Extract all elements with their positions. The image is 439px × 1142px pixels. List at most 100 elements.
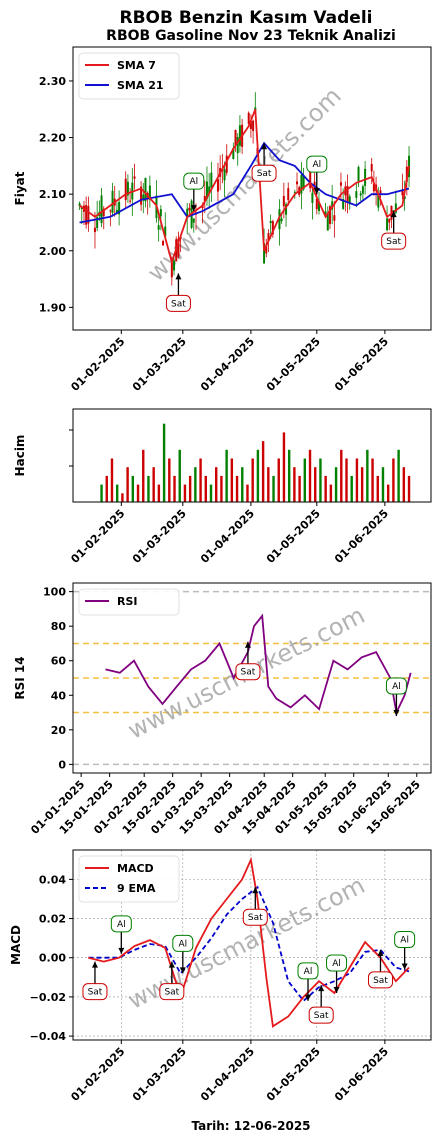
candle-body bbox=[225, 155, 228, 173]
ema9-line bbox=[88, 885, 410, 1003]
volume-bar bbox=[215, 467, 218, 502]
signal-box bbox=[242, 908, 268, 926]
y-tick-label: 1.90 bbox=[39, 301, 66, 314]
candle-body bbox=[388, 218, 391, 223]
signal-arrowhead bbox=[333, 986, 340, 993]
volume-bar bbox=[194, 467, 197, 502]
volume-bar bbox=[100, 484, 103, 502]
signal-arrowhead bbox=[313, 188, 320, 195]
signal-label: Al bbox=[178, 939, 187, 949]
y-tick-label: 20 bbox=[51, 724, 67, 737]
signal-box bbox=[235, 663, 261, 681]
volume-bar bbox=[178, 449, 181, 502]
candle-body bbox=[282, 196, 285, 207]
volume-bar bbox=[220, 475, 223, 502]
signal-box bbox=[159, 983, 185, 1001]
signal-label: Al bbox=[400, 935, 409, 945]
plot-frame bbox=[72, 582, 432, 774]
y-axis-label: Hacim bbox=[13, 435, 27, 477]
x-tick-label: 01-04-2025 bbox=[198, 507, 257, 566]
volume-bar bbox=[142, 449, 145, 502]
candle-body bbox=[263, 243, 266, 264]
signal-arrowhead bbox=[91, 961, 98, 968]
volume-bar bbox=[277, 458, 280, 502]
signal-label: Al bbox=[332, 959, 341, 969]
candle-body bbox=[331, 201, 334, 210]
volume-bar bbox=[324, 475, 327, 502]
candle-body bbox=[361, 186, 364, 194]
volume-bar bbox=[407, 475, 411, 502]
candle-body bbox=[126, 181, 129, 196]
candle-body bbox=[249, 121, 252, 130]
volume-bar bbox=[303, 458, 307, 502]
sma7-line bbox=[79, 108, 410, 266]
candle-body bbox=[140, 186, 143, 205]
candle-body bbox=[254, 107, 257, 111]
volume-bar bbox=[371, 458, 374, 502]
price-panel: www.uscmarkets.comSatAlSatAlSat1.902.002… bbox=[13, 46, 432, 394]
volume-bar bbox=[183, 484, 187, 502]
volume-bar bbox=[204, 475, 207, 502]
chart-subtitle: RBOB Gasoline Nov 23 Teknik Analizi bbox=[106, 28, 396, 44]
macd-line bbox=[88, 856, 410, 1028]
candle-body bbox=[342, 199, 345, 209]
signal-arrowhead bbox=[190, 205, 197, 212]
signal-box bbox=[82, 983, 108, 1001]
candle-body bbox=[348, 196, 351, 205]
volume-bar bbox=[225, 449, 228, 502]
volume-bar bbox=[319, 458, 322, 502]
macd-panel: www.uscmarkets.comSatAlSatAlSatAlSatAlSa… bbox=[9, 849, 432, 1104]
y-axis-label: RSI 14 bbox=[13, 656, 27, 699]
signal-label: Sat bbox=[171, 299, 186, 309]
signal-label: Sat bbox=[164, 988, 179, 998]
candle-body bbox=[232, 147, 235, 160]
footer-date: Tarih: 12-06-2025 bbox=[191, 1119, 310, 1133]
candle-body bbox=[394, 203, 397, 213]
y-tick-label: 0.00 bbox=[39, 952, 66, 965]
candle-body bbox=[208, 186, 211, 194]
volume-bar bbox=[121, 493, 124, 502]
volume-bar bbox=[168, 458, 171, 502]
candle-body bbox=[115, 210, 118, 213]
candle-body bbox=[372, 184, 375, 192]
candle-body bbox=[379, 190, 382, 194]
signal-arrowhead bbox=[377, 949, 384, 956]
candle-body bbox=[377, 194, 380, 208]
candle-body bbox=[236, 137, 239, 154]
y-tick-label: 0 bbox=[58, 758, 66, 771]
candle-body bbox=[157, 225, 160, 230]
x-tick-label: 01-06-2025 bbox=[332, 507, 391, 566]
signal-box bbox=[172, 934, 194, 952]
signal-arrowhead bbox=[305, 994, 312, 1001]
candle-body bbox=[359, 193, 362, 196]
volume-bar bbox=[282, 432, 286, 502]
volume-bar bbox=[334, 467, 338, 502]
candle-body bbox=[111, 190, 114, 213]
x-tick-label: 01-03-2025 bbox=[130, 1045, 189, 1104]
legend-box bbox=[78, 588, 180, 616]
signal-label: Al bbox=[392, 682, 401, 692]
x-tick-label: 01-04-2025 bbox=[198, 1045, 257, 1104]
volume-bar bbox=[209, 484, 213, 502]
x-tick-label: 01-03-2025 bbox=[130, 335, 189, 394]
candle-body bbox=[102, 208, 105, 217]
volume-bar bbox=[126, 467, 129, 502]
signal-label: Al bbox=[312, 160, 321, 170]
signal-box bbox=[183, 172, 205, 190]
x-tick-label: 01-05-2025 bbox=[264, 507, 323, 566]
signal-label: Sat bbox=[386, 237, 401, 247]
signal-arrowhead bbox=[401, 963, 408, 970]
signal-label: Sat bbox=[314, 1011, 329, 1021]
volume-bar bbox=[340, 449, 343, 502]
volume-bar bbox=[246, 484, 249, 502]
candle-body bbox=[326, 214, 329, 231]
volume-bar bbox=[115, 484, 119, 502]
candle-body bbox=[96, 217, 99, 229]
signal-box bbox=[297, 962, 319, 980]
candle-body bbox=[296, 181, 299, 185]
volume-bar bbox=[308, 449, 312, 502]
plot-frame bbox=[72, 408, 432, 503]
candle-body bbox=[186, 208, 189, 219]
volume-bar bbox=[293, 467, 296, 502]
candle-body bbox=[285, 204, 288, 215]
